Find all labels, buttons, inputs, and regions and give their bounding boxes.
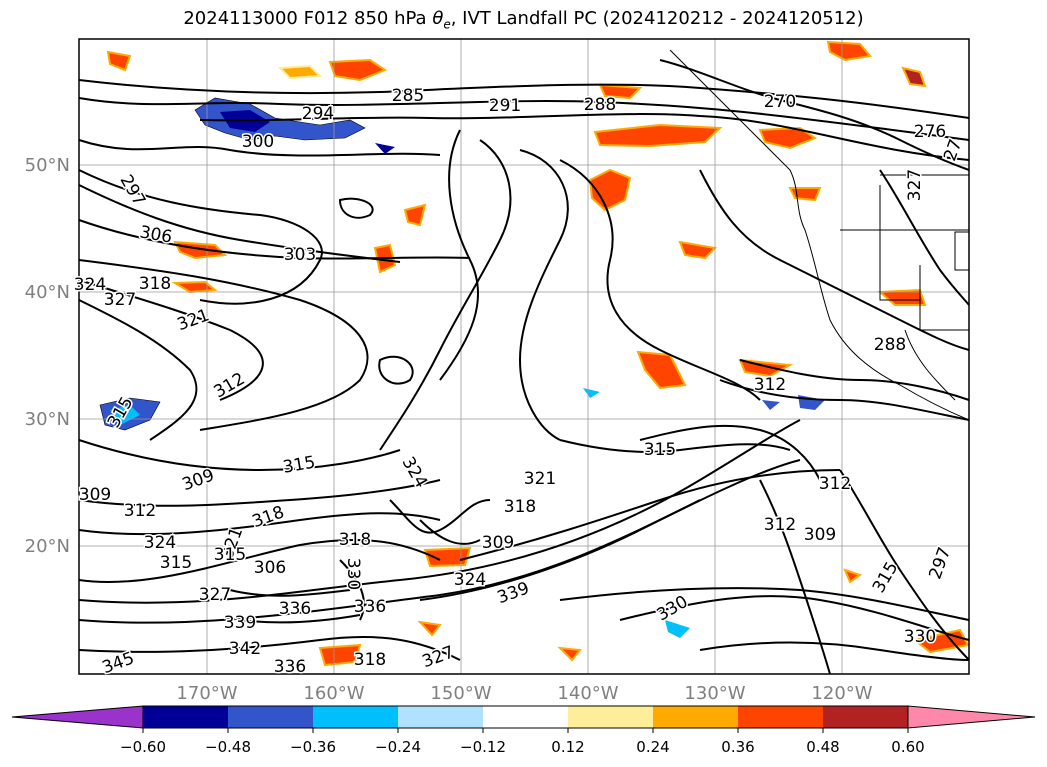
contour-label: 315	[160, 553, 192, 573]
contour-label: 330	[904, 627, 936, 647]
contour-label: 321	[524, 469, 556, 489]
colorbar-segment	[143, 706, 228, 728]
contour-label: 312	[819, 474, 851, 494]
colorbar-segment	[483, 706, 568, 728]
contour-label: 315	[644, 440, 676, 460]
colorbar-extend-low	[11, 705, 144, 729]
colorbar-tick-label: 0.60	[891, 738, 924, 756]
shading-layer	[99, 40, 970, 667]
contour-label: 309	[482, 533, 514, 553]
colorbar-extend-high	[907, 705, 1036, 729]
contour-label: 294	[302, 104, 334, 124]
map-panel	[78, 38, 970, 675]
lon-label-170w: 170°W	[176, 683, 237, 704]
contour-label: 303	[284, 245, 316, 265]
colorbar-tick-label: −0.60	[120, 738, 166, 756]
contour-label: 336	[279, 599, 311, 619]
contour-label: 318	[339, 530, 371, 550]
colorbar-segment	[653, 706, 738, 728]
coastline	[669, 49, 970, 421]
contour-label: 309	[79, 485, 111, 505]
colorbar-ticks: −0.60 −0.48 −0.36 −0.24 −0.12 0.12 0.24 0.36 0.4…	[120, 728, 925, 756]
contour-label: 315	[214, 545, 246, 565]
contour-label: 327	[199, 585, 231, 605]
contour-label: 327	[905, 169, 925, 201]
contour-label: 285	[392, 86, 424, 106]
theta-e-contours	[78, 59, 970, 675]
contour-label: 336	[274, 657, 306, 677]
contour-label: 309	[804, 525, 836, 545]
lon-label-120w: 120°W	[811, 683, 872, 704]
contour-label: 306	[254, 558, 286, 578]
contour-label: 324	[454, 570, 486, 590]
longitude-labels: 170°W 160°W 150°W 140°W 130°W 120°W	[176, 683, 872, 704]
contour-label: 330	[343, 558, 363, 590]
colorbar-segment	[738, 706, 823, 728]
contour-label: 312	[124, 501, 156, 521]
colorbar	[11, 705, 1036, 729]
colorbar-segment	[313, 706, 398, 728]
colorbar-segment	[568, 706, 653, 728]
lat-label-50n: 50°N	[25, 155, 70, 176]
contour-label: 318	[504, 497, 536, 517]
contour-label: 300	[242, 132, 274, 152]
lat-label-30n: 30°N	[25, 409, 70, 430]
contour-label: 270	[764, 92, 796, 112]
colorbar-segment	[823, 706, 908, 728]
contour-label: 327	[104, 290, 136, 310]
contour-label: 318	[139, 274, 171, 294]
contour-label: 276	[914, 122, 946, 142]
colorbar-tick-label: 0.36	[721, 738, 754, 756]
lat-label-20n: 20°N	[25, 536, 70, 557]
gridlines	[79, 39, 969, 674]
colorbar-tick-label: −0.24	[375, 738, 421, 756]
contour-label: 339	[224, 613, 256, 633]
colorbar-tick-label: 0.48	[806, 738, 839, 756]
lon-label-140w: 140°W	[557, 683, 618, 704]
contour-label: 324	[74, 275, 106, 295]
contour-label: 336	[354, 597, 386, 617]
colorbar-segment	[398, 706, 483, 728]
colorbar-tick-label: −0.48	[205, 738, 251, 756]
contour-label: 318	[354, 650, 386, 670]
lon-label-130w: 130°W	[684, 683, 745, 704]
contour-label: 342	[229, 639, 261, 659]
contour-label: 291	[489, 96, 521, 116]
colorbar-tick-label: 0.12	[551, 738, 584, 756]
colorbar-tick-label: −0.36	[290, 738, 336, 756]
contour-label: 288	[584, 95, 616, 115]
contour-label: 312	[764, 515, 796, 535]
contour-label: 288	[874, 335, 906, 355]
contour-label: 324	[144, 533, 176, 553]
map-title: 2024113000 F012 850 hPa θe, IVT Landfall…	[183, 8, 864, 32]
lon-label-160w: 160°W	[303, 683, 364, 704]
colorbar-tick-label: −0.12	[460, 738, 506, 756]
lat-label-40n: 40°N	[25, 282, 70, 303]
latitude-labels: 50°N 40°N 30°N 20°N	[25, 155, 70, 557]
colorbar-segment	[228, 706, 313, 728]
lon-label-150w: 150°W	[430, 683, 491, 704]
colorbar-tick-label: 0.24	[636, 738, 669, 756]
colorbar-frame	[142, 705, 909, 729]
contour-label: 312	[754, 375, 786, 395]
